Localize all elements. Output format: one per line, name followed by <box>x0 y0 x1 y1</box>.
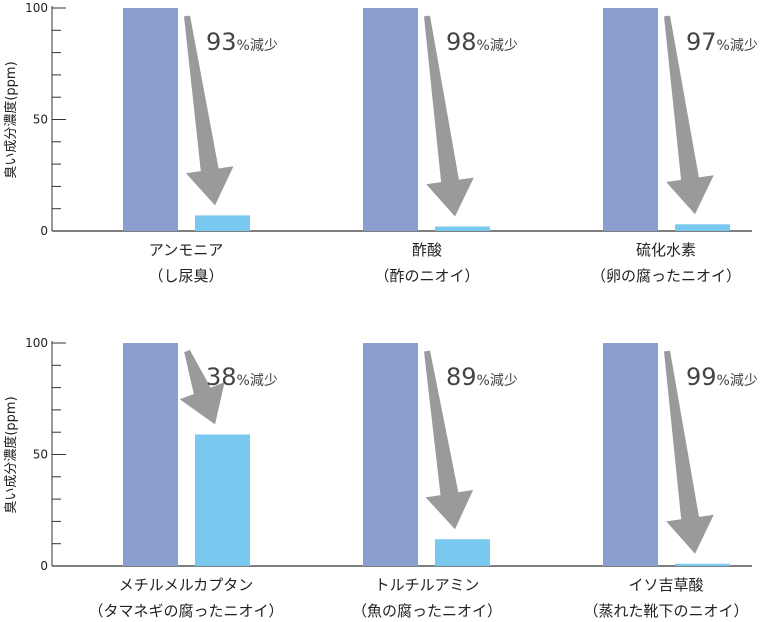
bar-before <box>123 8 178 231</box>
category-sublabel: （タマネギの腐ったニオイ） <box>88 602 283 620</box>
y-axis-title: 臭い成分濃度(ppm) <box>3 61 19 178</box>
category-label: 硫化水素 <box>636 241 696 259</box>
y-tick-label: 100 <box>25 336 48 350</box>
y-tick-label: 0 <box>40 224 48 238</box>
reduction-suffix: %減少 <box>477 372 518 389</box>
category-label: メチルメルカプタン <box>119 576 254 594</box>
reduction-value: 99 <box>686 363 717 391</box>
reduction-suffix: %減少 <box>717 37 758 54</box>
reduction-suffix: %減少 <box>237 37 278 54</box>
reduction-value: 93 <box>206 28 237 56</box>
y-tick-label: 0 <box>40 559 48 573</box>
chart-panel-1: 050100臭い成分濃度(ppm)93%減少アンモニア（し尿臭）98%減少酢酸（… <box>3 1 758 285</box>
bar-after <box>195 215 250 231</box>
reduction-label: 99%減少 <box>686 363 758 391</box>
reduction-label: 98%減少 <box>446 28 518 56</box>
y-tick-label: 50 <box>33 448 48 462</box>
reduction-label: 93%減少 <box>206 28 278 56</box>
category-sublabel: （蒸れた靴下のニオイ） <box>583 602 748 620</box>
category-label: 酢酸 <box>412 241 442 259</box>
reduction-value: 38 <box>206 363 237 391</box>
reduction-arrow-icon <box>424 350 474 530</box>
chart-panel-2: 050100臭い成分濃度(ppm)38%減少メチルメルカプタン（タマネギの腐った… <box>3 336 758 620</box>
bar-after <box>675 563 730 566</box>
reduction-value: 98 <box>446 28 477 56</box>
reduction-suffix: %減少 <box>717 372 758 389</box>
bar-after <box>195 434 250 566</box>
category-label: イソ吉草酸 <box>628 576 703 594</box>
bar-after <box>435 539 490 566</box>
category-sublabel: （魚の腐ったニオイ） <box>352 602 502 620</box>
reduction-arrow-icon <box>664 350 714 554</box>
reduction-suffix: %減少 <box>477 37 518 54</box>
reduction-label: 38%減少 <box>206 363 278 391</box>
bar-before <box>363 343 418 566</box>
category-sublabel: （卵の腐ったニオイ） <box>591 267 741 285</box>
y-axis-title: 臭い成分濃度(ppm) <box>3 396 19 513</box>
reduction-value: 89 <box>446 363 477 391</box>
bar-after <box>675 224 730 231</box>
bar-before <box>363 8 418 231</box>
reduction-label: 97%減少 <box>686 28 758 56</box>
reduction-value: 97 <box>686 28 717 56</box>
category-sublabel: （酢のニオイ） <box>374 267 479 285</box>
bar-after <box>435 226 490 231</box>
reduction-arrow-icon <box>424 15 474 217</box>
category-label: トルチルアミン <box>375 576 480 594</box>
bar-before <box>603 8 658 231</box>
bar-before <box>603 343 658 566</box>
reduction-label: 89%減少 <box>446 363 518 391</box>
reduction-arrow-icon <box>179 349 225 425</box>
y-tick-label: 100 <box>25 1 48 15</box>
reduction-arrow-icon <box>664 15 714 215</box>
reduction-arrow-icon <box>184 15 234 206</box>
category-sublabel: （し尿臭） <box>148 267 223 285</box>
category-label: アンモニア <box>149 241 223 259</box>
reduction-suffix: %減少 <box>237 372 278 389</box>
y-tick-label: 50 <box>33 113 48 127</box>
bar-before <box>123 343 178 566</box>
